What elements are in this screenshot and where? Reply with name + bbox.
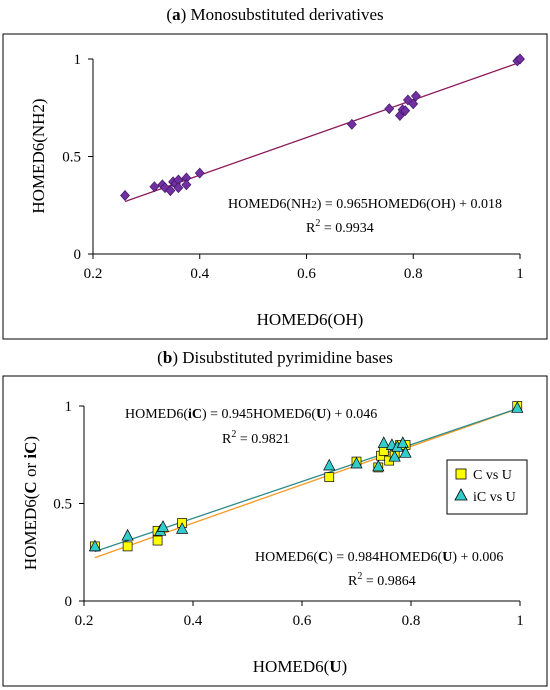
data-point-triangle [121,528,134,541]
y-tick-label: 0.5 [53,497,72,513]
data-point-triangle [323,458,336,471]
chart-b-y-label: HOMED6(C or iC) [21,436,40,570]
trendline [94,407,521,559]
chart-a-y-label: HOMED6(NH2) [29,98,48,213]
data-point-diamond [400,105,411,117]
x-tick-label: 0.2 [84,266,103,282]
data-point-diamond [411,90,421,102]
chart-a-plot-area: 0.2 0.4 0.6 0.8 1 0 0.5 1 [62,52,525,282]
chart-b-legend: C vs U iC vs U [446,459,528,515]
data-point-square [152,535,163,546]
data-point-diamond [181,179,192,191]
chart-a-title: (a) Monosubstituted derivatives [166,5,383,24]
chart-a-x-label: HOMED6(OH) [257,310,364,329]
chart-b-frame [2,375,548,687]
chart-a: (a) Monosubstituted derivatives 0.2 0.4 0.… [2,5,548,340]
data-point-diamond [194,167,205,179]
legend-triangle-marker [454,488,468,501]
data-point-triangle [350,456,363,469]
chart-a-r2: R2 = 0.9934 [306,218,374,236]
chart-a-title-letter: a [172,5,181,24]
chart-a-title-text: Monosubstituted derivatives [186,5,383,24]
x-tick-label: 1 [516,613,524,629]
data-point-diamond [346,118,357,130]
data-point-triangle [511,401,524,413]
chart-a-equation: HOMED6(NH2) = 0.965HOMED6(OH) + 0.018 [228,197,502,212]
data-point-diamond [173,182,184,194]
chart-b-equation-ic: HOMED6(iC) = 0.945HOMED6(U) + 0.046 [125,407,377,422]
data-point-diamond [515,53,525,65]
data-point-triangle [372,459,385,472]
chart-b: (b) Disubstituted pyrimidine bases 0.2 0.… [2,348,548,687]
data-point-diamond [120,190,130,201]
data-point-triangle [88,539,101,552]
chart-a-frame [2,33,548,340]
legend-label-c-vs-u: C vs U [473,468,512,483]
chart-b-plot-area: 0.2 0.4 0.6 0.8 1 0 0.5 1 [53,399,524,629]
y-tick-label: 0 [65,594,73,610]
x-tick-label: 0.2 [75,613,94,629]
data-point-triangle [156,520,170,532]
y-tick-label: 0.5 [62,150,81,166]
chart-b-equation-c: HOMED6(C) = 0.984HOMED6(U) + 0.006 [255,550,503,565]
data-point-triangle [388,449,401,462]
data-point-triangle [396,436,409,448]
y-tick-label: 1 [65,399,73,415]
y-tick-label: 1 [74,52,82,68]
data-point-diamond [149,181,160,193]
data-point-triangle [176,522,189,534]
x-tick-label: 0.8 [404,266,423,282]
data-point-diamond [384,103,395,115]
chart-b-title-text: Disubstituted pyrimidine bases [178,348,393,367]
x-tick-label: 1 [516,266,524,282]
data-point-square [324,472,335,483]
x-tick-label: 0.4 [190,266,209,282]
chart-b-r2-c: R2 = 0.9864 [348,571,416,589]
chart-b-r2-ic: R2 = 0.9821 [222,429,290,447]
y-tick-label: 0 [74,247,82,263]
data-point-diamond [165,185,176,197]
legend-label-ic-vs-u: iC vs U [473,490,516,505]
chart-b-title-letter: b [163,348,172,367]
data-point-square [122,541,133,552]
chart-b-x-label: HOMED6(U) [253,657,347,676]
x-tick-label: 0.6 [297,266,316,282]
legend-square-marker [455,468,467,480]
data-point-triangle [399,446,412,458]
x-tick-label: 0.4 [184,613,203,629]
chart-b-title: (b) Disubstituted pyrimidine bases [157,348,393,367]
x-tick-label: 0.8 [402,613,421,629]
data-point-diamond [408,98,419,110]
data-point-triangle [377,436,390,448]
x-tick-label: 0.6 [293,613,312,629]
